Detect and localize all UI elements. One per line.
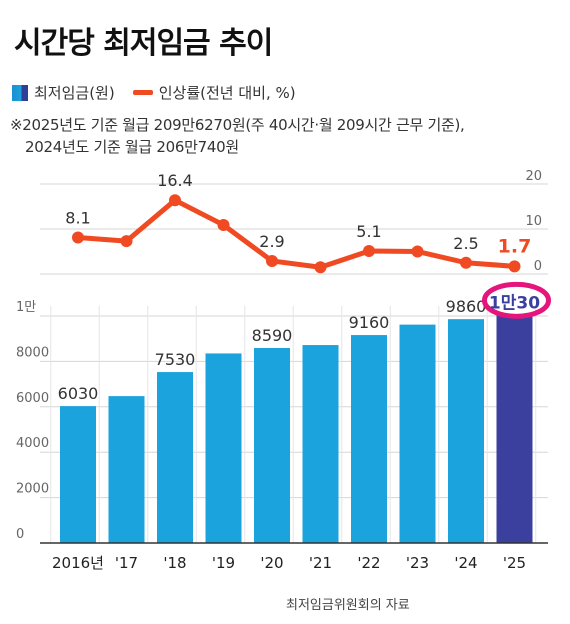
chart-title: 시간당 최저임금 추이 [14, 26, 273, 61]
rate-point [460, 256, 472, 269]
source-note: 최저임금위원회의 자료 [286, 598, 410, 613]
y-left-tick-label: 0 [16, 527, 24, 542]
legend-bar-label: 최저임금(원) [34, 84, 115, 102]
bar-value-label: 9160 [349, 313, 390, 332]
legend-line-label: 인상률(전년 대비, %) [158, 84, 296, 102]
note-line-1: ※2025년도 기준 월급 209만6270원(주 40시간·월 209시간 근… [10, 116, 465, 134]
y-left-tick-label: 4000 [16, 436, 49, 451]
x-tick-label: '19 [212, 554, 235, 572]
rate-point [217, 218, 230, 231]
rate-point [266, 254, 278, 267]
y-left-tick-label: 8000 [16, 345, 49, 360]
y-left-tick-label: 6000 [16, 391, 49, 406]
rate-value-label: 8.1 [65, 209, 90, 228]
bar [448, 319, 484, 543]
bar [496, 315, 533, 543]
note-line-2: 2024년도 기준 월급 206만740원 [25, 138, 239, 156]
bar [254, 348, 290, 543]
chart-canvas: 0 2000 4000 6000 8000 1만 0 10 20 2016년 '17 '18 '19 '2… [16, 169, 551, 572]
legend-bar-swatch [12, 84, 28, 101]
legend-line-swatch [132, 90, 153, 95]
rate-line [77, 197, 515, 270]
bar-value-label: 7530 [155, 350, 196, 369]
highlight-circle [482, 281, 551, 319]
bar [351, 335, 387, 543]
x-tick-label: '17 [115, 554, 138, 572]
y-left-tick-label: 2000 [16, 482, 49, 497]
bar-value-label: 8590 [252, 326, 293, 345]
y-right-tick-label: 10 [525, 214, 542, 229]
x-tick-label: '24 [454, 554, 477, 572]
y-right-tick-label: 20 [525, 169, 542, 184]
x-tick-label: '21 [309, 554, 332, 572]
bar [302, 345, 339, 543]
x-tick-label: '23 [406, 554, 429, 572]
bar [399, 324, 436, 543]
rate-point [363, 245, 375, 258]
rate-value-label: 1.7 [498, 235, 532, 257]
bar-value-label: 1만30 [489, 293, 540, 313]
rate-point [169, 194, 181, 207]
bar-value-label: 9860 [446, 297, 487, 316]
rate-point [314, 261, 327, 274]
rate-value-label: 2.9 [259, 232, 284, 251]
x-tick-label: '25 [503, 554, 526, 572]
bar [108, 396, 145, 543]
x-tick-label: '20 [260, 554, 283, 572]
y-right-tick-label: 0 [534, 259, 542, 274]
x-tick-label: '18 [163, 554, 186, 572]
rate-point [72, 231, 84, 244]
rate-point [411, 245, 424, 258]
rate-point [120, 235, 133, 248]
x-tick-label: 2016년 [52, 554, 104, 572]
y-left-tick-label: 1만 [16, 300, 36, 315]
chart-note: ※2025년도 기준 월급 209만6270원(주 40시간·월 209시간 근… [10, 114, 565, 158]
rate-value-label: 5.1 [356, 222, 381, 241]
bar [205, 353, 242, 543]
bar [60, 406, 96, 543]
rate-value-label: 2.5 [453, 234, 478, 253]
rate-value-label: 16.4 [157, 171, 193, 190]
chart-legend: 최저임금(원) 인상률(전년 대비, %) [12, 82, 296, 103]
bar [157, 372, 193, 543]
bar-value-label: 6030 [58, 384, 99, 403]
x-tick-label: '22 [357, 554, 380, 572]
rate-point [508, 260, 521, 273]
